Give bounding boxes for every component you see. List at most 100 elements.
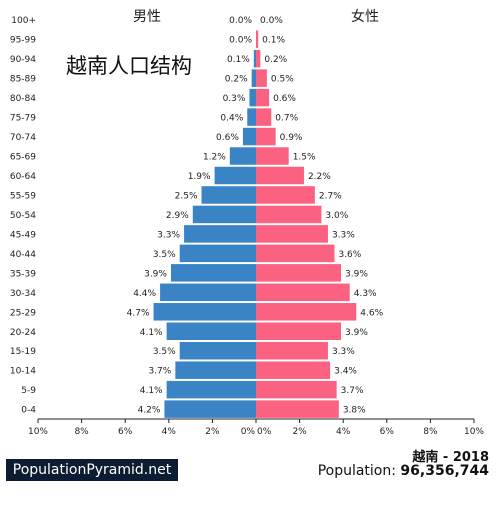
male-value-label: 0.6% [216, 133, 239, 143]
male-value-label: 3.5% [153, 250, 176, 260]
female-bar [256, 341, 328, 360]
age-group-label: 70-74 [10, 133, 36, 143]
age-group-label: 20-24 [10, 328, 36, 338]
age-group-label: 5-9 [21, 386, 36, 396]
male-value-label: 3.5% [153, 347, 176, 357]
male-bar [249, 88, 256, 107]
female-value-label: 3.0% [325, 211, 348, 221]
male-value-label: 0.3% [223, 94, 246, 104]
male-value-label: 0.2% [225, 75, 248, 85]
age-group-label: 100+ [11, 16, 36, 26]
male-value-label: 4.1% [140, 386, 163, 396]
female-value-label: 0.5% [271, 75, 294, 85]
female-bar [256, 322, 342, 341]
female-value-label: 0.1% [262, 36, 285, 46]
female-bar [256, 30, 259, 48]
male-value-label: 1.2% [203, 153, 226, 163]
x-tick-label: 2% [292, 427, 307, 437]
male-bar [153, 303, 256, 321]
female-bar [256, 147, 289, 165]
male-bar [201, 186, 256, 204]
age-group-label: 50-54 [10, 211, 36, 221]
female-value-label: 1.5% [293, 153, 316, 163]
male-bar [192, 205, 256, 224]
female-bar [256, 186, 315, 204]
age-group-label: 30-34 [10, 289, 36, 299]
male-bar [184, 225, 256, 243]
female-value-label: 0.6% [273, 94, 296, 104]
female-value-label: 3.3% [332, 230, 355, 240]
female-value-label: 0.7% [275, 114, 298, 124]
male-value-label: 4.7% [127, 308, 150, 318]
population-value: 96,356,744 [400, 463, 489, 479]
male-value-label: 3.7% [148, 367, 171, 377]
male-value-label: 4.2% [138, 406, 161, 416]
country-name: 越南 [412, 450, 439, 465]
age-group-label: 85-89 [10, 75, 36, 85]
female-bar [256, 205, 322, 224]
female-value-label: 4.6% [360, 308, 383, 318]
male-bar [179, 341, 256, 360]
male-bar [251, 69, 256, 87]
x-tick-label: 10% [28, 427, 48, 437]
male-value-label: 4.4% [133, 289, 156, 299]
male-bar [253, 49, 256, 68]
male-bar [179, 244, 256, 263]
male-value-label: 0.0% [229, 36, 252, 46]
female-bar [256, 225, 328, 243]
population-label: Population: [317, 463, 401, 479]
population-line: Population: 96,356,744 [318, 463, 489, 479]
female-bar [256, 88, 270, 107]
female-value-label: 2.2% [308, 172, 331, 182]
female-value-label: 3.6% [338, 250, 361, 260]
female-bar [256, 380, 337, 399]
female-value-label: 3.7% [341, 386, 364, 396]
age-group-label: 10-14 [10, 367, 36, 377]
male-value-label: 3.9% [144, 269, 167, 279]
male-bar [242, 127, 256, 146]
x-tick-label: 0% [241, 427, 256, 437]
age-group-label: 65-69 [10, 153, 36, 163]
year-separator: - [438, 450, 453, 465]
male-value-label: 1.9% [188, 172, 211, 182]
male-bar [166, 380, 256, 399]
age-group-label: 80-84 [10, 94, 36, 104]
female-value-label: 3.3% [332, 347, 355, 357]
male-bar [160, 283, 256, 302]
female-value-label: 2.7% [319, 191, 342, 201]
x-tick-label: 4% [336, 427, 351, 437]
x-tick-label: 2% [205, 427, 220, 437]
male-bar [170, 264, 256, 282]
chart-title: 越南人口结构 [66, 54, 192, 78]
female-bar [256, 283, 350, 302]
female-value-label: 3.8% [343, 406, 366, 416]
age-group-label: 35-39 [10, 269, 36, 279]
age-group-label: 40-44 [10, 250, 36, 260]
female-bar [256, 127, 276, 146]
male-bar [175, 361, 256, 379]
male-value-label: 2.5% [175, 191, 198, 201]
male-value-label: 0.0% [229, 16, 252, 26]
male-bar [164, 400, 256, 418]
x-tick-label: 4% [162, 427, 177, 437]
female-value-label: 0.2% [264, 55, 287, 65]
age-group-label: 55-59 [10, 191, 36, 201]
age-group-label: 90-94 [10, 55, 36, 65]
male-bar [214, 166, 256, 185]
x-tick-label: 8% [74, 427, 89, 437]
female-value-label: 4.3% [354, 289, 377, 299]
x-tick-label: 6% [118, 427, 133, 437]
female-value-label: 0.0% [260, 16, 283, 26]
age-group-label: 15-19 [10, 347, 36, 357]
male-side-label: 男性 [133, 9, 161, 25]
male-bar [229, 147, 256, 165]
female-bar [256, 361, 331, 379]
x-tick-label: 6% [380, 427, 395, 437]
female-bar [256, 264, 342, 282]
female-bar [256, 49, 261, 68]
male-bar [166, 322, 256, 341]
x-tick-label: 8% [423, 427, 438, 437]
male-value-label: 2.9% [166, 211, 189, 221]
brand-badge[interactable]: PopulationPyramid.net [6, 459, 178, 481]
